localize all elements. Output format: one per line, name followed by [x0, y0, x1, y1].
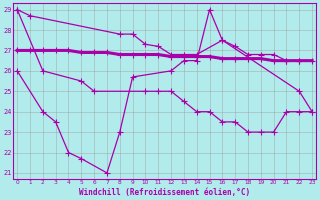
X-axis label: Windchill (Refroidissement éolien,°C): Windchill (Refroidissement éolien,°C)	[79, 188, 250, 197]
